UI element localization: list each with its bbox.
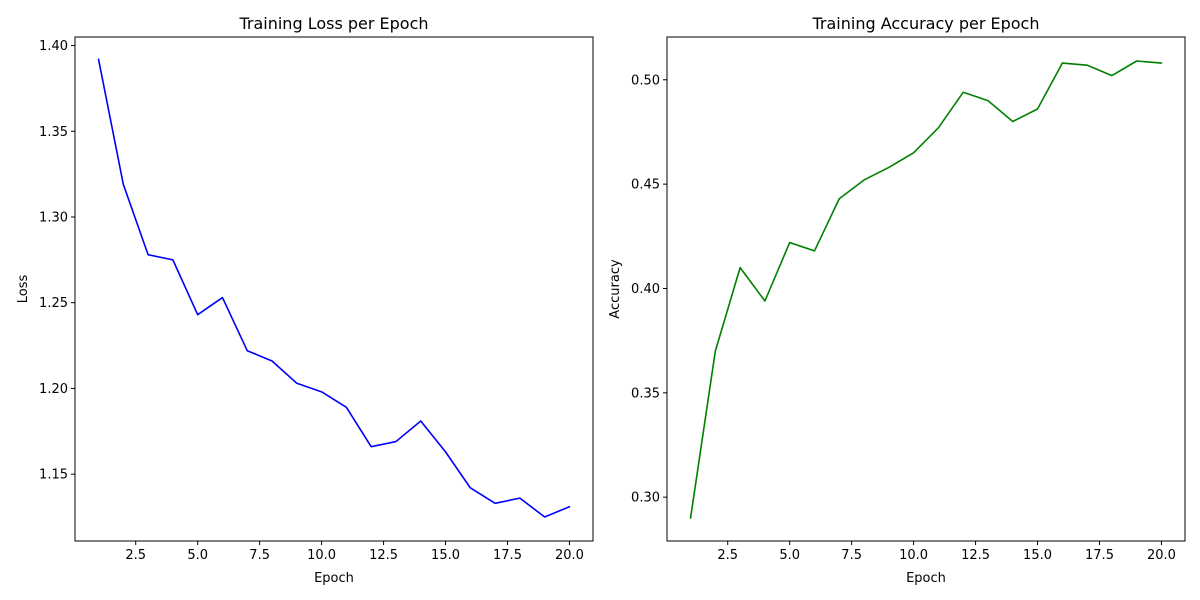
- accuracy-y-tick-label: 0.35: [631, 386, 660, 401]
- accuracy-data-point: [888, 166, 890, 168]
- accuracy-data-point: [1012, 121, 1014, 123]
- loss-x-tick-label: 10.0: [307, 548, 336, 563]
- accuracy-data-point: [863, 179, 865, 181]
- accuracy-x-tick-label: 20.0: [1147, 548, 1176, 563]
- accuracy-x-tick-label: 2.5: [717, 548, 738, 563]
- loss-data-point: [246, 350, 248, 352]
- loss-chart: Training Loss per Epoch 2.5 5.0 7.5 10.0 12.…: [16, 14, 594, 586]
- accuracy-x-ticks: 2.5 5.0 7.5 10.0 12.5 15.0 17.5 20.0: [717, 541, 1176, 563]
- loss-data-point: [172, 259, 174, 261]
- loss-data-point: [469, 487, 471, 489]
- accuracy-data-point: [1086, 64, 1088, 66]
- accuracy-data-point: [838, 198, 840, 200]
- loss-data-point: [197, 314, 199, 316]
- accuracy-x-tick-label: 10.0: [899, 548, 928, 563]
- accuracy-x-tick-label: 12.5: [961, 548, 990, 563]
- loss-data-point: [296, 382, 298, 384]
- loss-data-point: [568, 506, 570, 508]
- loss-plot-frame: [74, 36, 594, 542]
- accuracy-data-point: [987, 100, 989, 102]
- loss-data-point: [445, 451, 447, 453]
- accuracy-y-ticks: 0.30 0.35 0.40 0.45 0.50: [631, 73, 667, 506]
- loss-line: [97, 58, 571, 518]
- accuracy-chart: Training Accuracy per Epoch 2.5 5.0 7.5 10.…: [608, 14, 1186, 586]
- loss-data-point: [345, 406, 347, 408]
- loss-data-point: [271, 360, 273, 362]
- loss-y-tick-label: 1.25: [39, 296, 68, 311]
- loss-data-point: [544, 516, 546, 518]
- loss-data-point: [519, 497, 521, 499]
- accuracy-data-point: [764, 300, 766, 302]
- loss-y-tick-label: 1.15: [39, 468, 68, 483]
- accuracy-x-tick-label: 17.5: [1085, 548, 1114, 563]
- loss-x-tick-label: 17.5: [493, 548, 522, 563]
- loss-series: [97, 58, 571, 518]
- loss-y-tick-label: 1.35: [39, 125, 68, 140]
- loss-y-axis-label: Loss: [16, 275, 31, 304]
- loss-data-point: [494, 502, 496, 504]
- accuracy-data-point: [690, 517, 692, 519]
- loss-data-point: [221, 297, 223, 299]
- accuracy-data-point: [913, 152, 915, 154]
- loss-x-tick-label: 5.0: [187, 548, 208, 563]
- loss-data-point: [370, 446, 372, 448]
- accuracy-data-point: [1136, 60, 1138, 62]
- loss-y-tick-label: 1.20: [39, 382, 68, 397]
- accuracy-data-point: [714, 350, 716, 352]
- accuracy-y-tick-label: 0.45: [631, 178, 660, 193]
- loss-x-ticks: 2.5 5.0 7.5 10.0 12.5 15.0 17.5 20.0: [125, 541, 584, 563]
- accuracy-line: [689, 60, 1163, 519]
- loss-y-ticks: 1.15 1.20 1.25 1.30 1.35 1.40: [39, 39, 75, 483]
- accuracy-x-tick-label: 15.0: [1023, 548, 1052, 563]
- accuracy-x-tick-label: 5.0: [779, 548, 800, 563]
- loss-x-tick-label: 12.5: [369, 548, 398, 563]
- loss-x-axis-label: Epoch: [314, 571, 354, 586]
- loss-x-tick-label: 15.0: [431, 548, 460, 563]
- accuracy-y-axis-label: Accuracy: [608, 259, 623, 319]
- accuracy-y-tick-label: 0.50: [631, 73, 660, 88]
- loss-x-tick-label: 20.0: [555, 548, 584, 563]
- accuracy-x-tick-label: 7.5: [841, 548, 862, 563]
- accuracy-chart-title: Training Accuracy per Epoch: [811, 14, 1039, 33]
- accuracy-data-point: [1111, 75, 1113, 77]
- accuracy-y-tick-label: 0.30: [631, 491, 660, 506]
- accuracy-x-axis-label: Epoch: [906, 571, 946, 586]
- loss-x-tick-label: 2.5: [125, 548, 146, 563]
- loss-data-point: [147, 254, 149, 256]
- loss-data-point: [395, 441, 397, 443]
- accuracy-data-point: [739, 267, 741, 269]
- accuracy-data-point: [789, 242, 791, 244]
- accuracy-y-tick-label: 0.40: [631, 282, 660, 297]
- accuracy-data-point: [1037, 108, 1039, 110]
- loss-data-point: [321, 391, 323, 393]
- accuracy-series: [689, 60, 1163, 519]
- loss-y-tick-label: 1.30: [39, 211, 68, 226]
- accuracy-data-point: [813, 250, 815, 252]
- accuracy-data-point: [937, 127, 939, 129]
- loss-chart-title: Training Loss per Epoch: [238, 14, 428, 33]
- loss-data-point: [122, 183, 124, 185]
- accuracy-data-point: [962, 91, 964, 93]
- accuracy-data-point: [1160, 62, 1162, 64]
- loss-data-point: [98, 58, 100, 60]
- accuracy-plot-frame: [666, 36, 1186, 542]
- loss-x-tick-label: 7.5: [249, 548, 270, 563]
- accuracy-data-point: [1061, 62, 1063, 64]
- loss-y-tick-label: 1.40: [39, 39, 68, 54]
- loss-data-point: [420, 420, 422, 422]
